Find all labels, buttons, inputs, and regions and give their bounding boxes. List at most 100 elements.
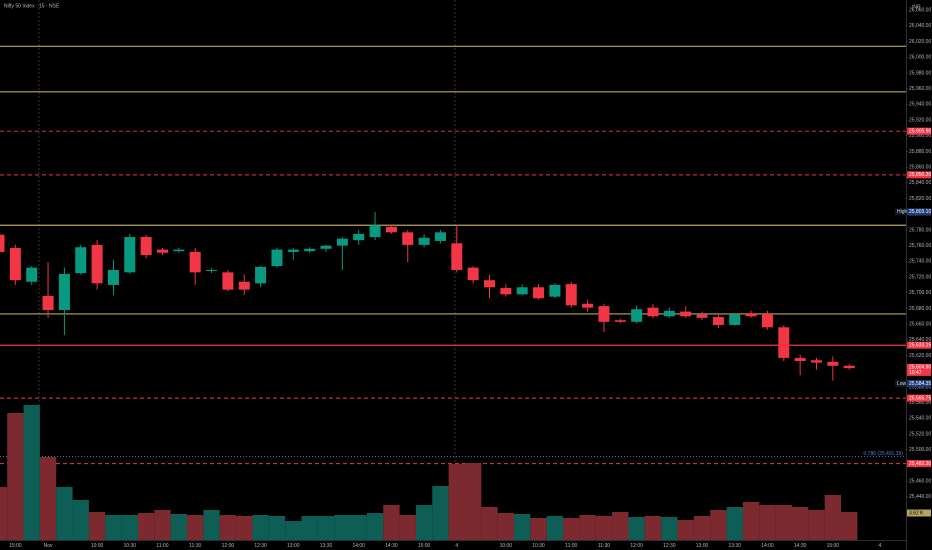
candle-body xyxy=(794,357,806,362)
candle xyxy=(778,324,790,362)
x-tick-label: Nov xyxy=(44,543,53,549)
candle xyxy=(745,310,757,318)
y-tick-label: 25,860.00 xyxy=(909,165,931,171)
y-tick-label: 25,580.00 xyxy=(909,384,931,390)
volume-bar xyxy=(105,515,122,540)
y-tick-label: 25,440.00 xyxy=(909,494,931,500)
volume-bar xyxy=(481,507,498,540)
volume-bar xyxy=(317,516,335,540)
candle xyxy=(729,313,741,326)
candle xyxy=(75,244,87,275)
x-tick-label: 10:00 xyxy=(500,543,513,549)
volume-bar xyxy=(203,510,220,540)
candle-body xyxy=(255,266,267,284)
candle xyxy=(238,274,250,296)
volume-bar xyxy=(23,405,40,540)
volume-bar xyxy=(448,464,465,540)
price-label-box xyxy=(907,363,931,376)
candle xyxy=(287,248,299,260)
candle xyxy=(271,248,283,268)
volume-bar xyxy=(530,518,547,540)
candle xyxy=(124,233,136,274)
candle-body xyxy=(107,270,119,285)
candle xyxy=(9,244,21,285)
y-tick-label: 25,760.00 xyxy=(909,243,931,249)
y-tick-label: 25,900.00 xyxy=(909,133,931,139)
candle-body xyxy=(516,287,528,295)
volume-label-box xyxy=(907,509,931,517)
candle xyxy=(598,303,610,333)
candle-body xyxy=(565,284,577,306)
candle xyxy=(680,306,692,318)
volume-bar xyxy=(612,512,629,540)
volume-bar xyxy=(579,515,596,540)
candle-body xyxy=(467,267,479,281)
candle xyxy=(712,314,724,329)
candle xyxy=(565,281,577,308)
candle xyxy=(794,354,806,376)
candle xyxy=(434,229,446,244)
candle xyxy=(631,305,643,324)
candle xyxy=(500,284,512,297)
countdown: 10:47 xyxy=(909,370,922,376)
price-label: 25,565.75 xyxy=(909,395,931,401)
volume-bar xyxy=(154,510,171,540)
candle xyxy=(696,311,708,321)
candle-body xyxy=(58,273,70,311)
y-tick-label: 25,700.00 xyxy=(909,290,931,296)
candle xyxy=(451,225,463,273)
y-tick-label: 25,460.00 xyxy=(909,478,931,484)
x-tick-label: 12:00 xyxy=(630,543,643,549)
volume-bar xyxy=(301,516,318,540)
x-tick-label: 14:30 xyxy=(794,543,807,549)
candle-body xyxy=(484,280,495,288)
volume-bar xyxy=(383,505,400,540)
y-tick-label: 25,940.00 xyxy=(909,102,931,108)
candle xyxy=(91,240,103,290)
volume-bar xyxy=(824,495,842,540)
price-label: 25,604.90 xyxy=(909,365,931,371)
candle xyxy=(157,248,168,256)
y-tick-label: 25,980.00 xyxy=(909,70,931,76)
candle-body xyxy=(0,234,5,252)
y-tick-label: 25,880.00 xyxy=(909,149,931,155)
volume-bar xyxy=(56,487,73,540)
x-tick-label: 10:30 xyxy=(124,543,137,549)
x-tick-label: 15:00 xyxy=(827,543,840,549)
volume-bar xyxy=(742,502,760,540)
candle-body xyxy=(843,365,855,369)
candle xyxy=(140,234,152,259)
candle-body xyxy=(75,247,87,274)
marker-tag: Low xyxy=(897,381,907,387)
candle xyxy=(255,266,267,288)
level-label: 0.786 (25,491.29) xyxy=(864,451,904,457)
volume-bar xyxy=(644,516,662,540)
volume-bar xyxy=(791,507,809,540)
price-label: 25,850.20 xyxy=(909,172,931,178)
x-tick-label: 4 xyxy=(455,543,458,549)
candle xyxy=(336,237,348,270)
volume-bar xyxy=(399,515,416,540)
candle xyxy=(614,318,626,324)
candle-body xyxy=(222,272,234,290)
candle-body xyxy=(745,313,757,317)
candle-body xyxy=(91,244,103,284)
candle xyxy=(42,262,54,318)
y-tick-label: 25,740.00 xyxy=(909,259,931,265)
candle xyxy=(320,244,332,252)
candle-body xyxy=(157,249,168,253)
volume-bar xyxy=(187,515,204,540)
candle xyxy=(533,284,545,300)
candle-body xyxy=(26,267,38,282)
price-label: 25,633.15 xyxy=(909,343,931,349)
candle-body xyxy=(500,288,512,295)
volume-bar xyxy=(366,513,384,540)
price-label-box xyxy=(907,127,931,135)
candle-body xyxy=(778,327,790,358)
x-tick-label: 12:30 xyxy=(254,543,267,549)
volume-bar xyxy=(628,517,645,540)
x-tick-label: 15:00 xyxy=(418,543,431,549)
candle-body xyxy=(271,249,283,267)
volume-bar xyxy=(710,510,727,540)
